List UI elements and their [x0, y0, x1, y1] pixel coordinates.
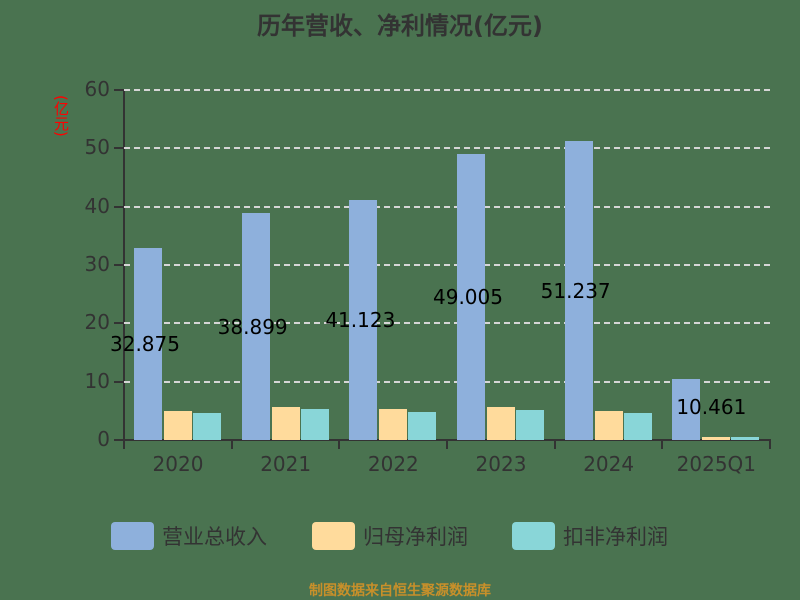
legend-label: 归母净利润	[363, 525, 468, 549]
x-tick-label: 2024	[583, 452, 635, 476]
x-tick-mark	[338, 440, 341, 449]
y-tick-mark	[114, 89, 124, 91]
y-tick-label: 60	[84, 77, 110, 101]
bar-deducted-net-profit[interactable]	[516, 409, 544, 440]
bar-revenue[interactable]	[349, 200, 378, 440]
grid-line	[124, 89, 770, 91]
y-tick-label: 10	[84, 368, 110, 393]
x-tick-label: 2022	[367, 452, 419, 476]
bar-parent-net-profit[interactable]	[487, 406, 515, 440]
bar-deducted-net-profit[interactable]	[731, 437, 760, 440]
legend-swatch-icon	[512, 522, 555, 550]
data-label: 32.875	[110, 332, 180, 357]
x-tick-mark	[123, 440, 125, 449]
data-source-note: 制图数据来自恒生聚源数据库	[309, 583, 491, 599]
x-tick-label: 2020	[152, 452, 204, 476]
data-label: 51.237	[540, 278, 611, 303]
bar-parent-net-profit[interactable]	[271, 406, 300, 440]
bar-revenue[interactable]	[564, 141, 593, 440]
bar-parent-net-profit[interactable]	[379, 409, 408, 440]
x-tick-mark	[446, 440, 448, 449]
x-tick-label: 2021	[260, 452, 312, 476]
y-tick-label: 50	[84, 135, 110, 160]
bar-parent-net-profit[interactable]	[594, 410, 623, 440]
y-tick-mark	[114, 322, 124, 325]
bar-deducted-net-profit[interactable]	[193, 413, 221, 440]
x-tick-mark	[553, 440, 556, 449]
data-label: 49.005	[433, 285, 503, 310]
legend-item-parent-net-profit[interactable]: 归母净利润	[312, 521, 468, 551]
bar-parent-net-profit[interactable]	[702, 437, 731, 440]
y-tick-label: 40	[84, 193, 110, 218]
grid-line	[124, 147, 770, 150]
y-tick-mark	[114, 264, 124, 266]
y-tick-mark	[114, 380, 124, 383]
data-label: 10.461	[676, 395, 747, 419]
x-tick-label: 2023	[475, 452, 527, 476]
y-tick-mark	[114, 147, 124, 150]
bar-deducted-net-profit[interactable]	[300, 409, 329, 440]
y-tick-label: 20	[84, 310, 110, 335]
legend-item-deducted-net-profit[interactable]: 扣非净利润	[512, 521, 668, 551]
bar-revenue[interactable]	[241, 213, 270, 440]
bar-parent-net-profit[interactable]	[164, 411, 192, 440]
y-tick-label: 30	[84, 252, 110, 276]
legend-swatch-icon	[111, 522, 154, 550]
bar-revenue[interactable]	[672, 378, 701, 440]
bar-revenue[interactable]	[134, 248, 162, 440]
bar-deducted-net-profit[interactable]	[408, 412, 437, 440]
y-tick-mark	[114, 439, 124, 441]
legend-label: 营业总收入	[162, 525, 267, 549]
y-tick-mark	[114, 205, 124, 208]
grid-line	[124, 264, 770, 266]
y-tick-label: 0	[97, 427, 110, 451]
legend-swatch-icon	[312, 522, 355, 550]
x-tick-mark	[230, 440, 233, 449]
legend-item-revenue[interactable]: 营业总收入	[111, 521, 267, 551]
bar-deducted-net-profit[interactable]	[623, 413, 652, 440]
grid-line	[124, 322, 770, 325]
grid-line	[124, 380, 770, 383]
chart-title: 历年营收、净利情况(亿元)	[257, 12, 543, 40]
grid-line	[124, 205, 770, 208]
data-label: 41.123	[325, 308, 396, 333]
x-tick-mark	[661, 440, 664, 449]
x-tick-mark	[769, 440, 771, 449]
x-tick-label: 2025Q1	[676, 452, 757, 476]
y-axis-label: (亿元)	[52, 95, 70, 137]
legend-label: 扣非净利润	[563, 525, 668, 549]
data-label: 38.899	[217, 314, 288, 339]
bar-revenue[interactable]	[457, 154, 485, 440]
